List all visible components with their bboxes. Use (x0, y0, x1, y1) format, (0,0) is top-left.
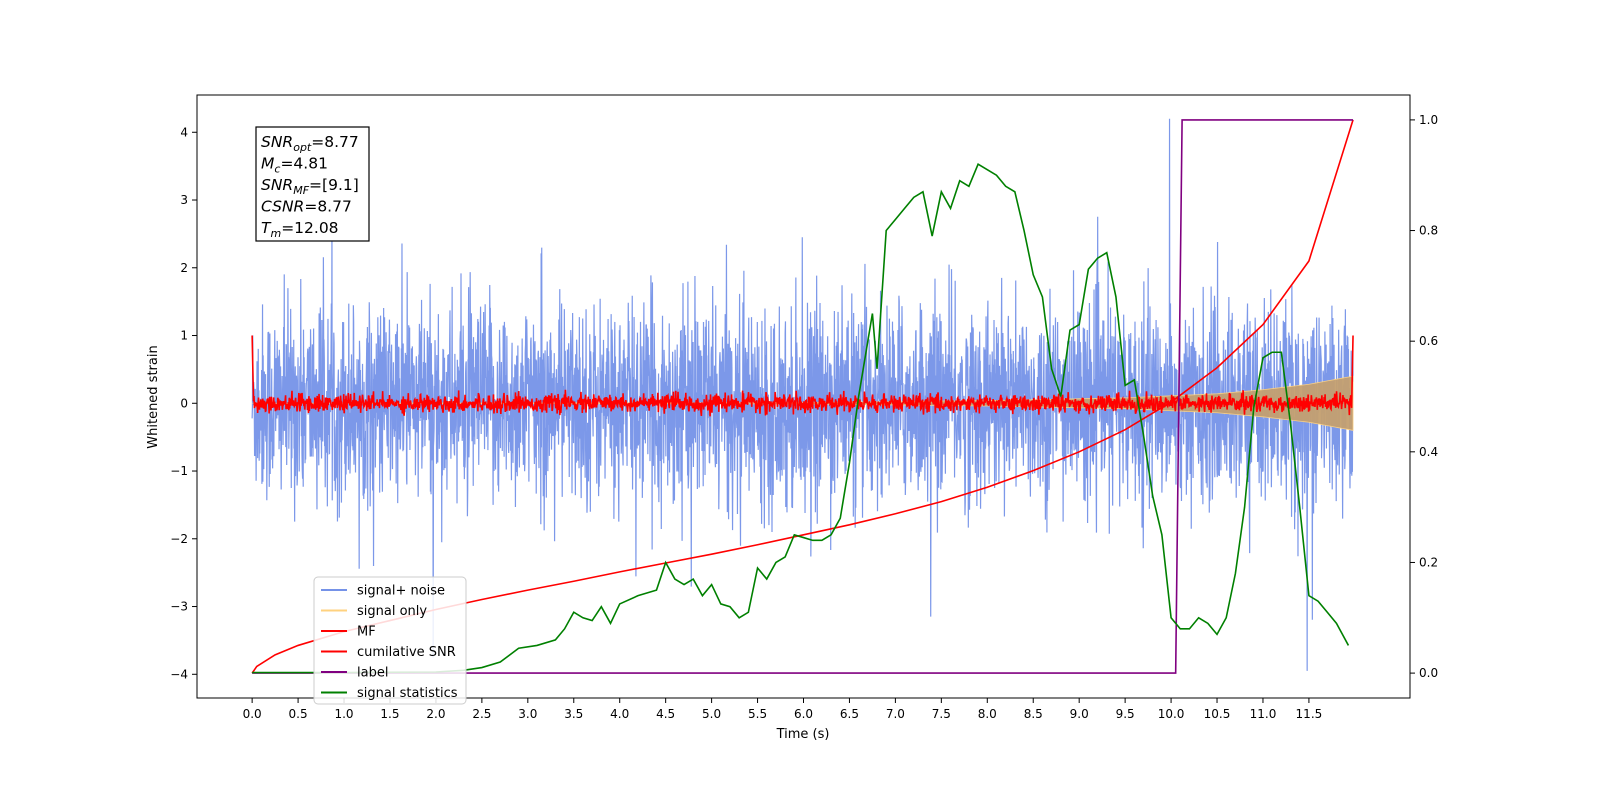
annotation-line: Mc=4.81 (261, 155, 328, 176)
x-tick-label: 11.5 (1296, 707, 1323, 721)
legend-label: MF (357, 625, 376, 640)
x-tick-label: 0.0 (243, 707, 262, 721)
y-left-tick-label: 2 (180, 261, 188, 275)
x-tick-label: 0.5 (289, 707, 308, 721)
x-tick-label: 5.0 (702, 707, 721, 721)
annotation-box: SNRopt=8.77Mc=4.81SNRMF=[9.1]CSNR=8.77Tm… (255, 126, 370, 242)
series-signal-statistics (252, 162, 1350, 674)
x-axis: 0.0 0.5 1.0 1.5 2.0 2.5 3.0 3.5 4.0 4.5 5.0 5.5 6.0 6… (243, 698, 1323, 721)
x-tick-label: 2.0 (426, 707, 445, 721)
y-axis-label: Whitened strain (146, 345, 161, 448)
annotation-subscript: MF (293, 184, 309, 197)
y-axis-left: −4 −3 −2 −1 0 1 2 3 4 (170, 125, 197, 681)
y-right-tick-label: 0.0 (1419, 666, 1438, 680)
y-left-tick-label: −2 (170, 532, 188, 546)
x-tick-label: 6.5 (840, 707, 859, 721)
legend-label: cumilative SNR (357, 645, 456, 660)
annotation-symbol: CSNR (261, 198, 304, 216)
x-tick-label: 2.5 (472, 707, 491, 721)
x-tick-label: 3.5 (564, 707, 583, 721)
y-left-tick-label: 1 (180, 329, 188, 343)
x-tick-label: 7.0 (886, 707, 905, 721)
x-tick-label: 7.5 (932, 707, 951, 721)
annotation-subscript: opt (293, 141, 312, 154)
legend-frame (313, 576, 467, 705)
x-tick-label: 8.0 (978, 707, 997, 721)
y-left-tick-label: −1 (170, 464, 188, 478)
annotation-line: SNRopt=8.77 (261, 133, 359, 154)
legend-label: signal only (357, 604, 427, 619)
y-left-tick-label: −4 (170, 667, 188, 681)
annotation-value: =8.77 (304, 198, 352, 216)
y-right-tick-label: 0.8 (1419, 224, 1438, 238)
x-tick-label: 4.0 (610, 707, 629, 721)
x-tick-label: 9.5 (1116, 707, 1135, 721)
x-tick-label: 6.0 (794, 707, 813, 721)
annotation-symbol: SNR (261, 176, 293, 194)
y-right-tick-label: 0.6 (1419, 334, 1438, 348)
annotation-line: SNRMF=[9.1] (261, 176, 359, 197)
annotation-line: CSNR=8.77 (261, 198, 352, 216)
x-tick-label: 1.0 (334, 707, 353, 721)
annotation-symbol: T (261, 219, 272, 237)
annotation-value: =[9.1] (309, 176, 359, 194)
y-left-tick-label: 3 (180, 193, 188, 207)
x-tick-label: 5.5 (748, 707, 767, 721)
annotation-symbol: M (261, 155, 274, 173)
annotation-frame (255, 126, 370, 242)
legend: signal+ noise signal only MF cumilative SNR… (313, 576, 467, 705)
annotation-value: =8.77 (311, 133, 359, 151)
y-right-tick-label: 0.2 (1419, 555, 1438, 569)
plot-area (251, 118, 1354, 674)
x-tick-label: 9.0 (1070, 707, 1089, 721)
annotation-symbol: SNR (261, 133, 293, 151)
x-axis-label: Time (s) (776, 727, 830, 742)
annotation-subscript: c (274, 163, 280, 176)
x-tick-label: 1.5 (380, 707, 399, 721)
x-tick-label: 11.0 (1250, 707, 1277, 721)
y-left-tick-label: −3 (170, 600, 188, 614)
y-right-tick-label: 0.4 (1419, 445, 1438, 459)
annotation-value: =4.81 (280, 155, 328, 173)
annotation-value: =12.08 (281, 219, 338, 237)
legend-label: label (357, 666, 388, 681)
x-tick-label: 10.0 (1158, 707, 1185, 721)
x-tick-label: 10.5 (1204, 707, 1231, 721)
x-tick-label: 3.0 (518, 707, 537, 721)
legend-label: signal statistics (357, 686, 458, 701)
legend-label: signal+ noise (357, 584, 445, 599)
annotation-subscript: m (270, 227, 281, 240)
y-axis-right: 0.0 0.2 0.4 0.6 0.8 1.0 (1410, 113, 1438, 680)
x-tick-label: 8.5 (1024, 707, 1043, 721)
series-label (252, 119, 1354, 674)
annotation-line: Tm=12.08 (261, 219, 339, 240)
x-tick-label: 4.5 (656, 707, 675, 721)
y-left-tick-label: 0 (180, 396, 188, 410)
y-right-tick-label: 1.0 (1419, 113, 1438, 127)
y-left-tick-label: 4 (180, 125, 188, 139)
